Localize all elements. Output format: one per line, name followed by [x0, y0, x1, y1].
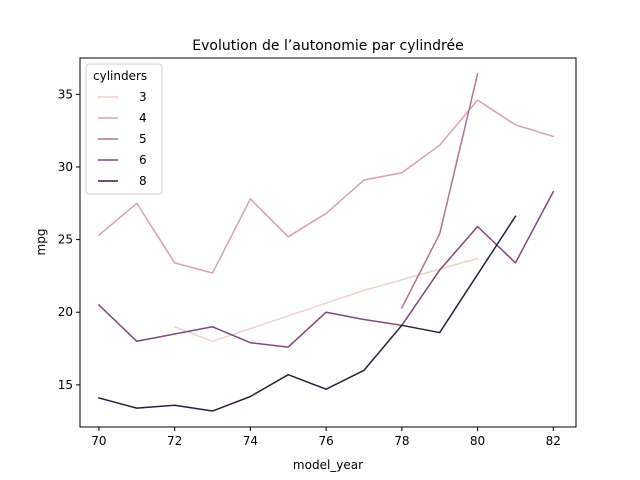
legend-title: cylinders [93, 69, 147, 83]
y-tick-label: 20 [58, 305, 73, 319]
legend-label-8: 8 [139, 174, 147, 188]
legend-label-4: 4 [139, 111, 147, 125]
legend-items: 3 4 5 6 8 [98, 90, 147, 188]
x-tick-label: 70 [91, 434, 106, 448]
legend: cylinders 3 4 5 6 8 [85, 63, 163, 195]
y-tick-label: 15 [58, 378, 73, 392]
y-axis: 15 20 25 30 35 [58, 87, 80, 392]
x-tick-label: 76 [318, 434, 333, 448]
series-line-6 [97, 190, 555, 348]
series-line-5 [400, 73, 479, 309]
legend-label-5: 5 [139, 132, 147, 146]
series-line-3 [173, 257, 479, 343]
legend-box [85, 63, 163, 195]
x-tick-label: 78 [394, 434, 409, 448]
x-tick-label: 80 [470, 434, 485, 448]
legend-label-6: 6 [139, 153, 147, 167]
plot-lines [97, 73, 555, 412]
y-tick-label: 35 [58, 87, 73, 101]
chart-title: Evolution de l’autonomie par cylindrée [192, 38, 463, 54]
x-axis: 70 72 74 76 78 80 82 [91, 427, 561, 448]
x-axis-label: model_year [293, 458, 363, 472]
series-line-4 [97, 99, 555, 274]
plot-frame [79, 57, 577, 428]
legend-label-3: 3 [139, 90, 147, 104]
x-tick-label: 74 [243, 434, 258, 448]
series-line-8 [98, 215, 517, 412]
y-axis-label: mpg [34, 229, 48, 256]
y-tick-label: 30 [58, 160, 73, 174]
y-tick-label: 25 [58, 233, 73, 247]
x-tick-label: 72 [167, 434, 182, 448]
x-tick-label: 82 [546, 434, 561, 448]
